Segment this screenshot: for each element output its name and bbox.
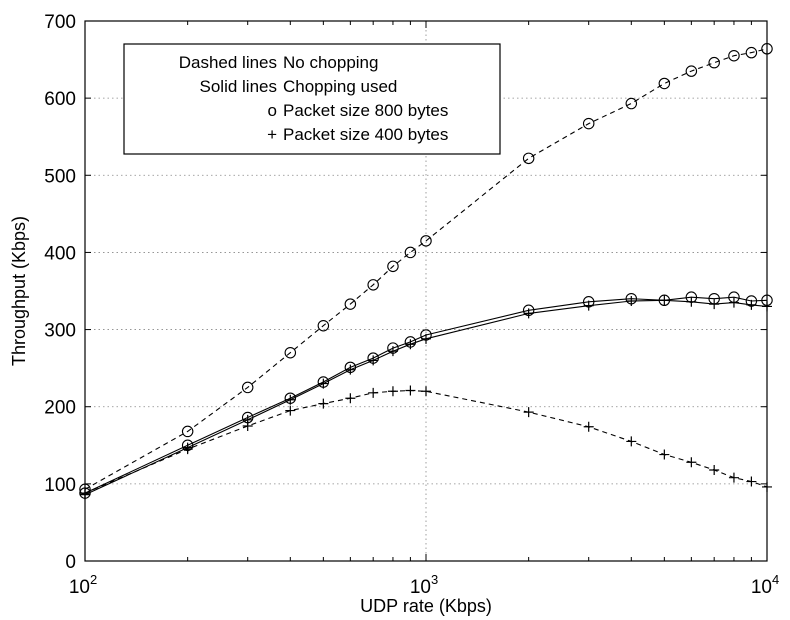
legend-desc: Packet size 800 bytes — [283, 101, 448, 120]
data-point-plus — [583, 421, 594, 432]
data-point-plus — [709, 464, 720, 475]
data-point-plus — [285, 394, 296, 405]
data-point-plus — [387, 386, 398, 397]
y-tick-label: 400 — [44, 243, 76, 264]
data-point-plus — [345, 364, 356, 375]
data-point-plus — [405, 385, 416, 396]
data-point-circle — [317, 319, 330, 332]
data-point-plus — [242, 414, 253, 425]
data-point-circle — [728, 49, 740, 62]
data-point-circle — [745, 46, 758, 59]
data-point-plus — [387, 346, 398, 357]
axis-ticks: 0 100 200 300 400 500 600 700 102 103 104 — [44, 12, 779, 598]
x-tick-label: 102 — [69, 572, 97, 598]
data-point-plus — [686, 296, 697, 307]
y-tick-label: 700 — [44, 12, 76, 33]
data-point-plus — [709, 299, 720, 310]
data-point-plus — [746, 476, 757, 487]
data-point-plus — [746, 299, 757, 310]
data-point-plus — [421, 333, 431, 344]
series-markers — [79, 43, 773, 500]
data-point-plus — [626, 296, 637, 307]
data-point-plus — [659, 449, 670, 460]
data-point-circle — [387, 260, 399, 273]
data-point-circle — [685, 65, 698, 77]
y-tick-label: 100 — [44, 475, 76, 496]
data-point-plus — [523, 308, 534, 319]
data-point-circle — [708, 56, 720, 69]
y-tick-label: 0 — [65, 552, 76, 573]
data-point-plus — [583, 300, 594, 311]
data-point-circle — [404, 246, 417, 259]
legend-desc: Packet size 400 bytes — [283, 125, 448, 144]
data-point-circle — [284, 346, 297, 359]
data-point-plus — [686, 457, 697, 468]
data-point-plus — [368, 355, 379, 366]
legend: Dashed lines No chopping Solid lines Cho… — [123, 43, 501, 155]
data-point-plus — [182, 442, 193, 453]
data-point-circle — [344, 298, 357, 310]
data-point-circle — [420, 235, 432, 247]
data-point-plus — [523, 407, 534, 418]
data-point-circle — [658, 77, 671, 90]
data-point-plus — [368, 387, 379, 398]
x-axis-label: UDP rate (Kbps) — [360, 596, 492, 616]
y-axis-label: Throughput (Kbps) — [9, 216, 29, 366]
x-tick-label: 104 — [751, 572, 779, 598]
data-point-plus — [318, 398, 329, 409]
data-point-plus — [728, 472, 739, 483]
data-point-circle — [582, 117, 595, 130]
data-point-circle — [625, 97, 638, 110]
legend-desc: No chopping — [283, 53, 378, 72]
data-point-circle — [367, 279, 379, 291]
data-point-plus — [421, 386, 431, 397]
y-tick-label: 300 — [44, 321, 76, 342]
data-point-circle — [181, 425, 194, 438]
data-point-plus — [728, 297, 739, 308]
data-point-plus — [285, 405, 296, 416]
data-point-circle — [522, 152, 535, 165]
y-tick-label: 600 — [44, 89, 76, 110]
series-line-dashed-plus — [84, 389, 768, 494]
series-line-dashed-circle — [84, 48, 768, 490]
data-point-plus — [405, 339, 416, 350]
y-tick-label: 500 — [44, 166, 76, 187]
legend-key: Dashed lines — [179, 53, 277, 72]
x-tick-label: 103 — [410, 572, 438, 598]
legend-box — [123, 43, 501, 155]
legend-desc: Chopping used — [283, 77, 397, 96]
data-point-circle — [241, 381, 254, 394]
data-point-plus — [345, 393, 356, 404]
data-point-plus — [626, 436, 637, 447]
data-point-plus — [318, 378, 329, 389]
legend-key: Solid lines — [200, 77, 278, 96]
data-point-plus — [659, 295, 670, 306]
legend-key: o — [268, 101, 277, 120]
data-point-circle — [658, 294, 671, 307]
grid — [85, 21, 767, 561]
y-tick-label: 200 — [44, 398, 76, 419]
legend-key: + — [267, 125, 277, 144]
